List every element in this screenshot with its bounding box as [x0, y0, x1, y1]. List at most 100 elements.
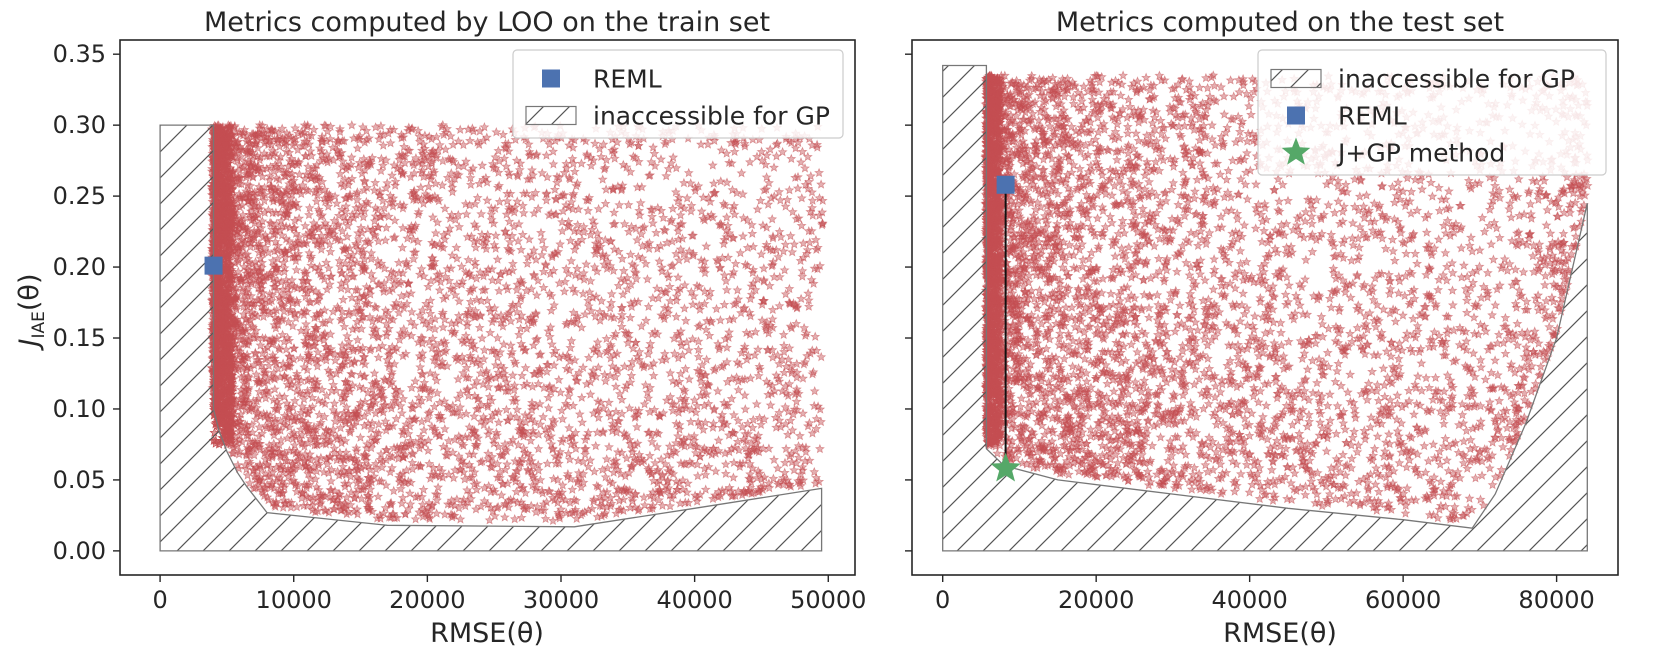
sample-point — [663, 163, 674, 174]
sample-point — [369, 368, 380, 378]
sample-point — [721, 284, 732, 295]
sample-point — [546, 439, 557, 449]
sample-point — [728, 472, 739, 482]
sample-point — [415, 362, 426, 372]
sample-point — [792, 183, 803, 193]
sample-point — [339, 321, 350, 332]
sample-point — [682, 193, 693, 203]
sample-point — [544, 486, 555, 497]
sample-point — [695, 139, 707, 149]
sample-point — [396, 408, 407, 418]
sample-point — [406, 382, 417, 393]
sample-point — [454, 296, 465, 306]
sample-point — [574, 473, 585, 483]
sample-point — [377, 462, 387, 472]
sample-point — [736, 167, 747, 178]
sample-point — [807, 195, 818, 205]
sample-point — [780, 201, 791, 211]
sample-point — [501, 404, 512, 415]
sample-point — [343, 341, 354, 352]
sample-point — [614, 495, 625, 505]
sample-point — [769, 454, 779, 465]
sample-point — [323, 263, 334, 273]
sample-point — [502, 195, 513, 206]
sample-point — [650, 457, 661, 468]
sample-point — [639, 398, 650, 409]
sample-point — [797, 408, 809, 418]
sample-point — [407, 463, 418, 474]
sample-point — [673, 221, 683, 231]
sample-point — [477, 160, 488, 170]
sample-point — [294, 169, 305, 179]
sample-point — [454, 221, 465, 232]
sample-point — [711, 303, 722, 314]
sample-point — [728, 457, 739, 467]
sample-point — [778, 329, 789, 340]
sample-point — [564, 454, 575, 464]
sample-point — [715, 315, 726, 325]
sample-point — [397, 492, 408, 503]
sample-point — [520, 344, 531, 355]
sample-point — [311, 453, 322, 464]
sample-point — [469, 411, 480, 421]
sample-point — [610, 406, 622, 416]
sample-point — [771, 422, 782, 432]
sample-point — [733, 384, 744, 395]
sample-point — [348, 258, 359, 268]
sample-point — [739, 390, 750, 400]
sample-point — [648, 142, 659, 152]
sample-point — [707, 160, 718, 170]
sample-point — [685, 206, 697, 216]
sample-point — [745, 373, 756, 383]
sample-point — [359, 411, 370, 421]
sample-point — [610, 381, 621, 391]
left-sample-cloud — [206, 119, 828, 526]
sample-point — [439, 424, 450, 434]
sample-point — [427, 342, 438, 353]
sample-point — [685, 416, 696, 427]
sample-point — [685, 178, 696, 188]
sample-point — [496, 490, 507, 500]
sample-point — [487, 316, 498, 327]
left-panel: Metrics computed by LOO on the train set… — [14, 7, 866, 649]
sample-point — [469, 380, 480, 390]
sample-point — [774, 271, 785, 282]
sample-point — [479, 344, 490, 355]
sample-point — [771, 151, 782, 161]
sample-point — [296, 325, 307, 336]
sample-point — [560, 398, 571, 409]
sample-point — [559, 286, 570, 296]
sample-point — [619, 219, 630, 229]
sample-point — [462, 384, 473, 394]
sample-point — [512, 169, 523, 180]
sample-point — [665, 295, 676, 306]
sample-point — [418, 484, 429, 494]
sample-point — [548, 515, 558, 526]
sample-point — [616, 394, 627, 404]
sample-point — [618, 265, 629, 276]
sample-point — [508, 395, 519, 406]
sample-point — [703, 139, 713, 149]
sample-point — [767, 304, 778, 315]
sample-point — [583, 205, 593, 216]
sample-point — [425, 368, 436, 378]
sample-point — [373, 352, 384, 362]
sample-point — [423, 181, 434, 191]
sample-point — [693, 344, 704, 354]
sample-point — [557, 225, 568, 236]
sample-point — [791, 396, 802, 406]
sample-point — [504, 236, 516, 247]
sample-point — [517, 370, 527, 381]
sample-point — [720, 468, 731, 479]
sample-point — [609, 207, 620, 217]
sample-point — [671, 311, 682, 322]
sample-point — [797, 271, 808, 281]
sample-point — [787, 425, 798, 435]
sample-point — [532, 275, 544, 285]
sample-point — [589, 466, 600, 476]
sample-point — [452, 253, 463, 263]
sample-point — [376, 476, 387, 486]
sample-point — [626, 279, 637, 289]
sample-point — [653, 293, 664, 303]
sample-point — [663, 308, 674, 318]
